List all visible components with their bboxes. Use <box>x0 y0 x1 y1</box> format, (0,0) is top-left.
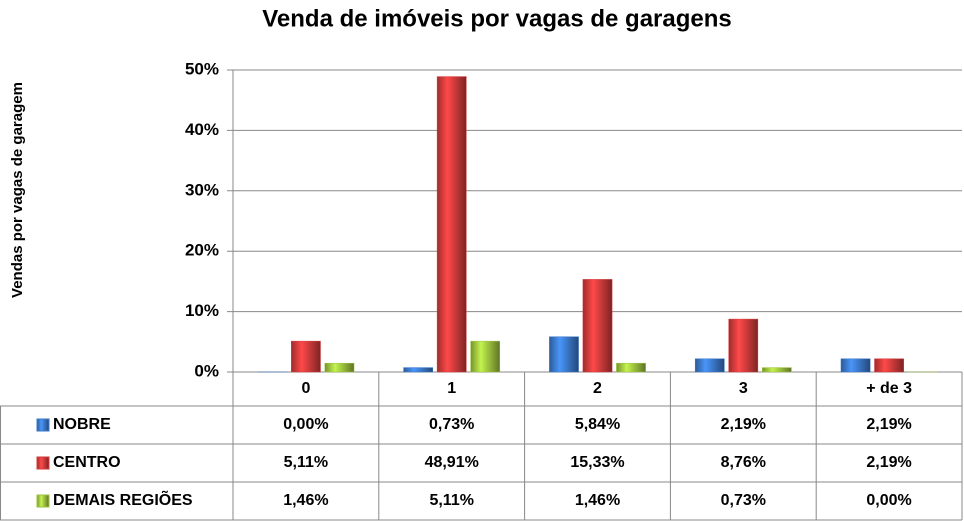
y-tick-label: 10% <box>185 301 219 320</box>
bar <box>582 279 613 373</box>
value-label: 48,91% <box>425 454 479 471</box>
value-label: 1,46% <box>575 492 620 509</box>
value-label: 5,84% <box>575 416 620 433</box>
value-label: 0,00% <box>866 492 911 509</box>
bar <box>616 362 646 373</box>
y-tick-label: 40% <box>185 120 219 139</box>
y-tick-label: 0% <box>194 361 219 380</box>
value-label: 5,11% <box>284 454 328 471</box>
y-tick-label: 30% <box>185 180 219 199</box>
bar <box>762 367 792 373</box>
value-label: 2,19% <box>866 416 911 433</box>
bar <box>470 340 501 373</box>
bar <box>436 76 467 373</box>
bar <box>840 358 871 373</box>
x-tick-label: 2 <box>593 380 602 397</box>
y-tick-label: 20% <box>185 241 219 260</box>
x-tick-label: 3 <box>739 380 748 397</box>
value-label: 2,19% <box>721 416 766 433</box>
value-label: 1,46% <box>283 492 328 509</box>
bar <box>324 362 355 373</box>
value-label: 0,73% <box>721 492 766 509</box>
x-tick-label: + de 3 <box>866 380 912 397</box>
legend-label: CENTRO <box>53 454 121 471</box>
chart-title: Venda de imóveis por vagas de garagens <box>262 5 732 32</box>
legend-swatch <box>36 456 50 470</box>
bar <box>291 340 321 373</box>
y-tick-label: 50% <box>185 59 219 78</box>
value-label: 8,76% <box>721 454 766 471</box>
value-label: 15,33% <box>570 454 624 471</box>
bar <box>728 318 759 373</box>
bar <box>549 336 579 373</box>
legend-swatch <box>36 494 50 508</box>
legend-label: DEMAIS REGIÕES <box>53 489 193 509</box>
value-label: 5,11% <box>429 492 473 509</box>
legend-swatch <box>36 418 50 432</box>
bar <box>403 367 433 373</box>
x-tick-label: 0 <box>301 380 310 397</box>
value-label: 0,00% <box>283 416 328 433</box>
x-tick-label: 1 <box>447 380 456 397</box>
legend-label: NOBRE <box>53 416 111 433</box>
value-label: 0,73% <box>429 416 474 433</box>
bar <box>694 358 725 373</box>
bar <box>874 358 904 373</box>
y-axis-label: Vendas por vagas de garagem <box>9 82 26 298</box>
value-label: 2,19% <box>866 454 911 471</box>
